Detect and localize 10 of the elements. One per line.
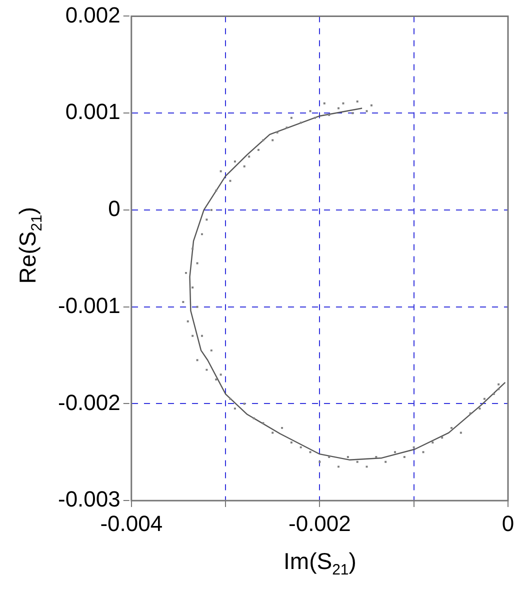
y-tick-label: -0.003 — [58, 486, 120, 512]
y-tick-label: -0.001 — [58, 292, 120, 318]
x-tick-label: 0 — [502, 510, 514, 536]
y-tick-label: 0.002 — [65, 2, 120, 28]
x-axis-title: Im(S$_{21}$) — [282, 548, 358, 579]
y-tick-label: -0.002 — [58, 390, 120, 415]
x-tick-label: -0.002 — [288, 510, 351, 536]
x-tick-label: -0.004 — [100, 510, 163, 536]
y-tick-label: 0.001 — [65, 99, 120, 124]
y-tick-label: 0 — [108, 196, 120, 222]
